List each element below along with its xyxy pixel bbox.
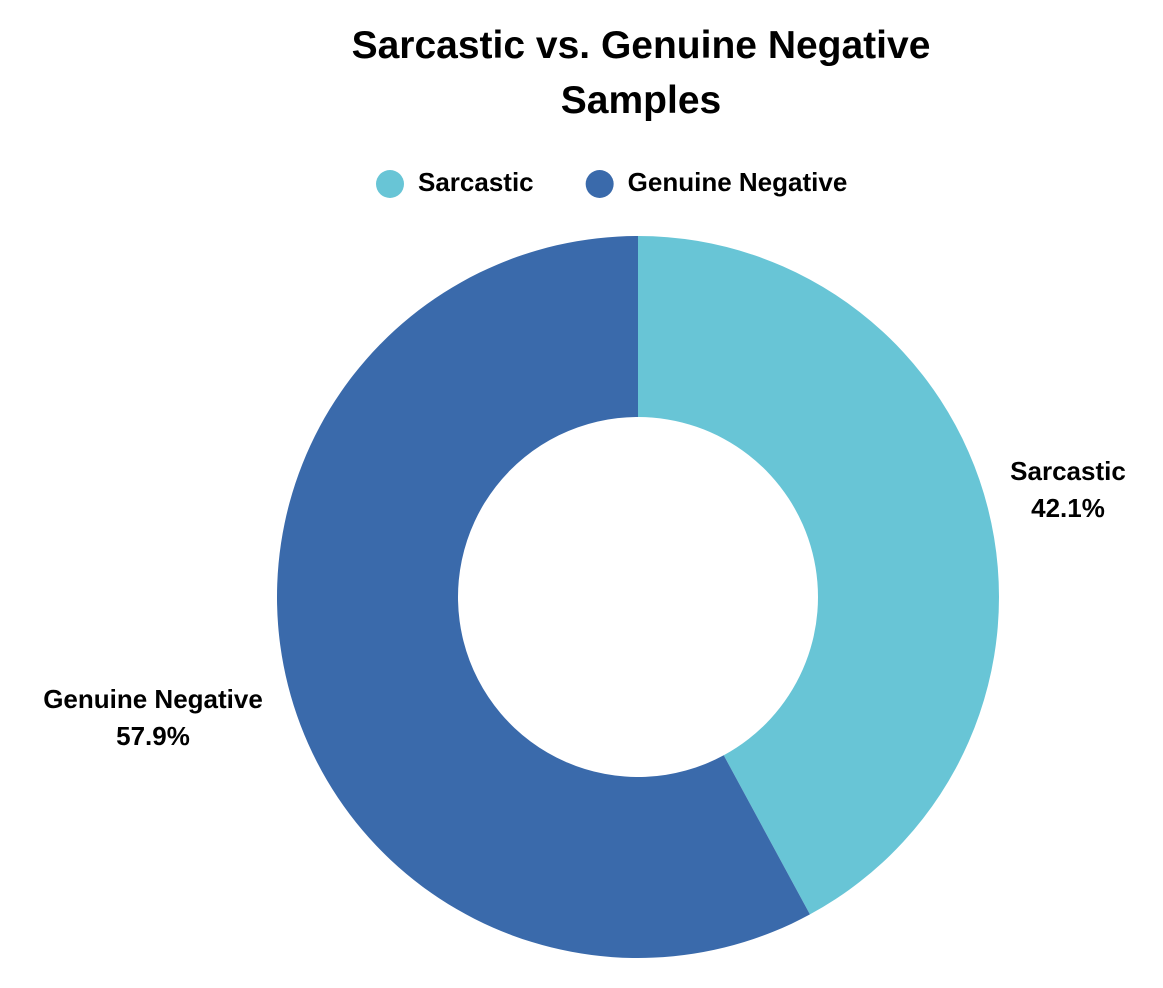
slice-value-label: 57.9% — [116, 721, 190, 751]
legend-swatch — [585, 170, 614, 198]
legend-label: Genuine Negative — [628, 167, 848, 197]
slice-label: Sarcastic — [1010, 456, 1126, 486]
slice-label: Genuine Negative — [43, 684, 263, 714]
donut-slice — [276, 236, 810, 958]
donut-slice — [638, 236, 999, 915]
legend-label: Sarcastic — [418, 167, 534, 197]
slice-value-label: 42.1% — [1031, 493, 1105, 523]
legend-swatch — [376, 170, 404, 198]
chart-title: Sarcastic vs. Genuine Negative Samples — [351, 24, 931, 122]
